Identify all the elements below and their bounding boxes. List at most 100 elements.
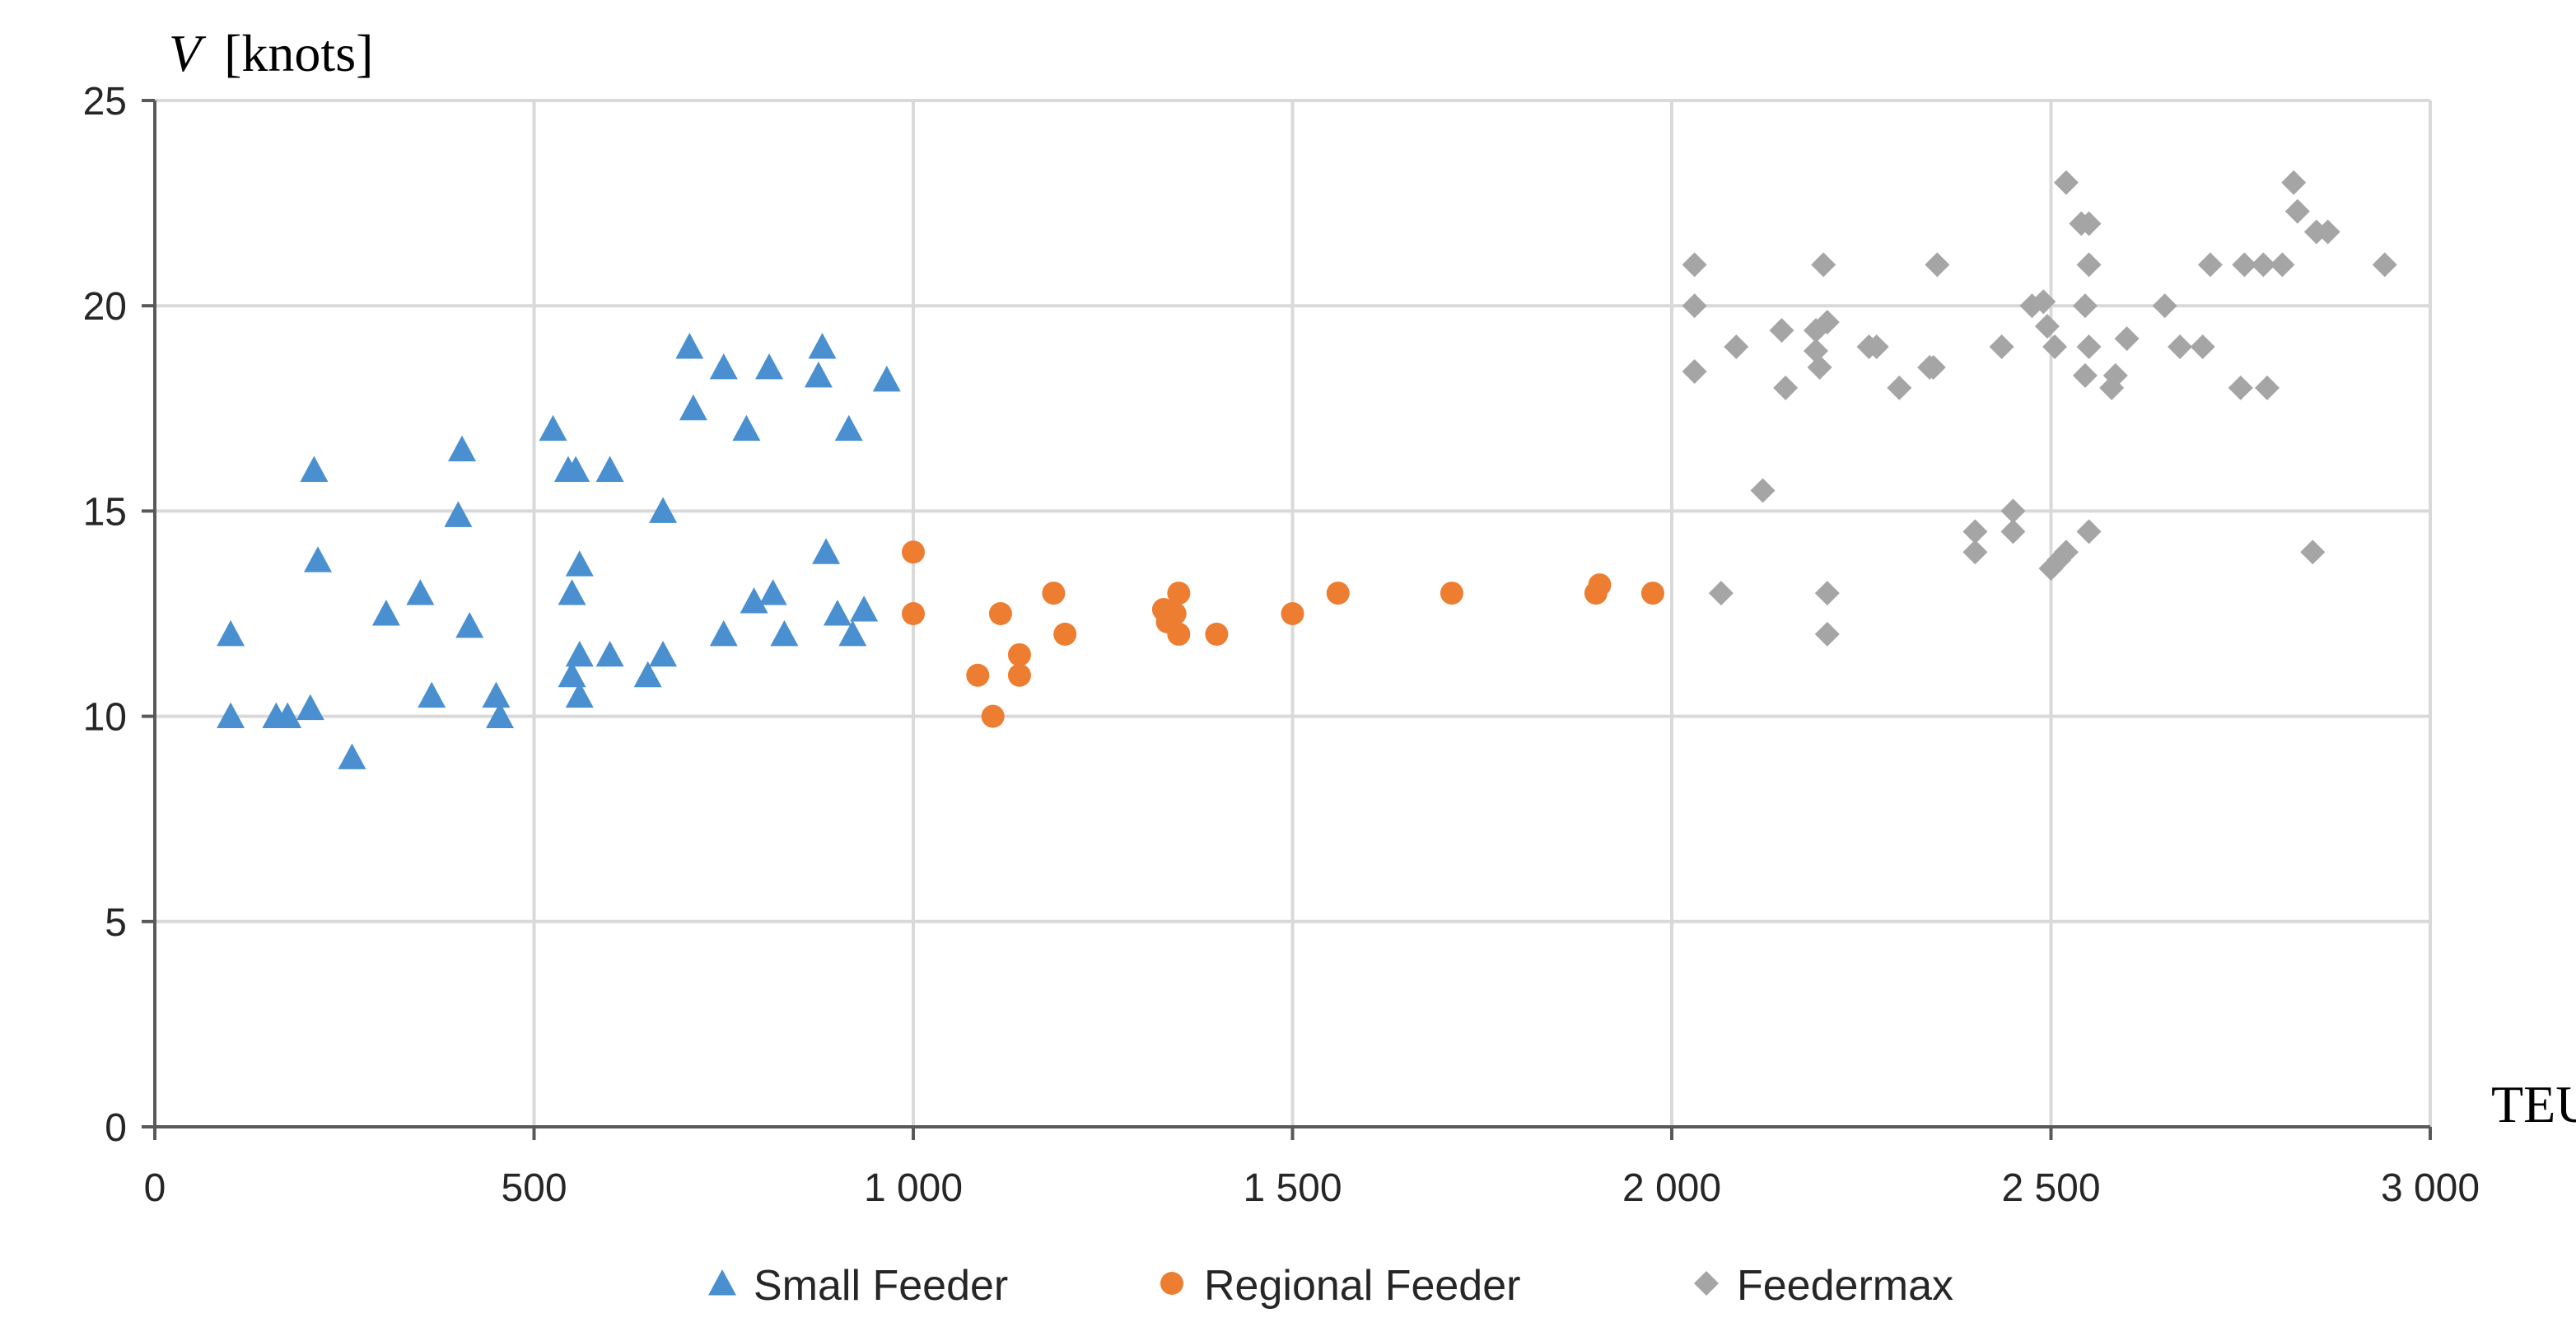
feedermax-point (2072, 362, 2098, 388)
y-tick-label: 20 (83, 285, 127, 329)
feedermax-point (2228, 375, 2253, 400)
small-feeder-point (444, 501, 473, 527)
feedermax-point (1814, 310, 1840, 335)
y-tick-label: 0 (105, 1106, 127, 1150)
regional-feeder-point (1053, 622, 1077, 646)
legend-label-small-feeder: Small Feeder (754, 1262, 1008, 1310)
grid-layer (155, 99, 2432, 1127)
small-feeder-point (300, 456, 329, 483)
feedermax-point (2315, 219, 2340, 245)
regional-feeder-point (1163, 602, 1187, 625)
feedermax-point (1803, 339, 1828, 364)
small-feeder-point (850, 596, 879, 622)
small-feeder-point (539, 414, 567, 442)
feedermax-point (2102, 362, 2128, 388)
small-feeder-point (482, 681, 511, 708)
feedermax-point (2000, 498, 2026, 524)
small-feeder-point (812, 538, 841, 564)
small-feeder-point (595, 456, 624, 483)
y-tick-label: 25 (83, 80, 127, 124)
axis-layer (142, 99, 2432, 1140)
small-feeder-point (872, 365, 901, 392)
feedermax-point (2034, 314, 2060, 339)
legend-marker-regional-feeder (1160, 1272, 1183, 1295)
feedermax-point (1864, 334, 1889, 360)
feedermax-point (1682, 252, 1707, 278)
feedermax-point (1769, 318, 1794, 343)
feedermax-point (1814, 621, 1840, 647)
regional-feeder-point (902, 602, 925, 625)
feedermax-point (2270, 252, 2295, 278)
feedermax-point (2254, 375, 2280, 400)
feedermax-point (1925, 252, 1950, 278)
y-tick-label: 5 (105, 901, 127, 945)
feedermax-point (1962, 519, 1988, 544)
small-feeder-point (649, 497, 678, 523)
small-feeder-point (808, 333, 837, 359)
regional-feeder-point (1588, 573, 1612, 597)
feedermax-point (2197, 252, 2223, 278)
small-feeder-point (562, 456, 590, 483)
x-tick-label: 0 (144, 1166, 166, 1210)
feedermax-point (1989, 334, 2014, 360)
feedermax-point (1962, 540, 1988, 565)
small-feeder-point (217, 702, 245, 729)
small-feeder-point (304, 546, 333, 572)
feedermax-point (1724, 334, 1749, 360)
small-feeder-point (679, 394, 707, 421)
feedermax-point (1773, 375, 1799, 400)
feedermax-point (2076, 211, 2102, 236)
x-tick-label: 1 500 (1243, 1166, 1342, 1210)
feedermax-point (1807, 354, 1832, 380)
legend-label-regional-feeder: Regional Feeder (1204, 1262, 1520, 1310)
feedermax-point (2152, 293, 2177, 319)
feedermax-point (2076, 334, 2102, 360)
small-feeder-point (558, 579, 586, 605)
feedermax-point (2284, 199, 2310, 224)
feedermax-point (1682, 358, 1707, 384)
small-feeder-point (338, 743, 366, 769)
feedermax-point (1814, 581, 1840, 606)
small-feeder-point (565, 681, 594, 708)
regional-feeder-point (1326, 582, 1350, 605)
small-feeder-point (758, 579, 787, 605)
legend: Small Feeder Regional Feeder Feedermax (708, 1262, 1953, 1310)
small-feeder-point (558, 661, 586, 688)
feedermax-point (2072, 293, 2098, 319)
tick-label-layer: 0 5 10 15 20 25 0 500 1 000 1 500 2 000 2 500 3 000 (83, 80, 2480, 1210)
regional-feeder-point (966, 663, 990, 687)
small-feeder-point (838, 619, 867, 647)
small-feeder-point (217, 619, 245, 647)
small-feeder-point (675, 333, 704, 359)
x-tick-label: 2 000 (1622, 1166, 1721, 1210)
points-layer (217, 170, 2397, 769)
y-tick-label: 15 (83, 490, 127, 534)
x-tick-label: 500 (501, 1166, 567, 1210)
small-feeder-point (649, 640, 678, 667)
legend-marker-small-feeder (708, 1269, 736, 1296)
regional-feeder-point (1167, 582, 1191, 605)
y-tick-label: 10 (83, 696, 127, 740)
feedermax-point (2232, 252, 2257, 278)
regional-feeder-point (1281, 602, 1304, 625)
y-axis-unit: [knots] (224, 24, 373, 82)
legend-label-feedermax: Feedermax (1737, 1262, 1953, 1310)
x-tick-label: 1 000 (864, 1166, 963, 1210)
feedermax-point (1708, 581, 1734, 606)
regional-feeder-point (988, 602, 1012, 625)
regional-feeder-point (1042, 582, 1066, 605)
x-tick-label: 2 500 (2001, 1166, 2100, 1210)
small-feeder-point (755, 353, 784, 380)
feedermax-point (2053, 540, 2079, 565)
small-feeder-point (455, 611, 484, 638)
feedermax-point (2251, 252, 2276, 278)
regional-feeder-point (1640, 582, 1664, 605)
feedermax-point (2031, 289, 2056, 315)
small-feeder-point (834, 414, 863, 442)
regional-feeder-point (1205, 622, 1229, 646)
small-feeder-point (296, 694, 324, 721)
regional-feeder-point (1007, 663, 1031, 687)
y-axis-title: V [knots] (169, 24, 373, 82)
